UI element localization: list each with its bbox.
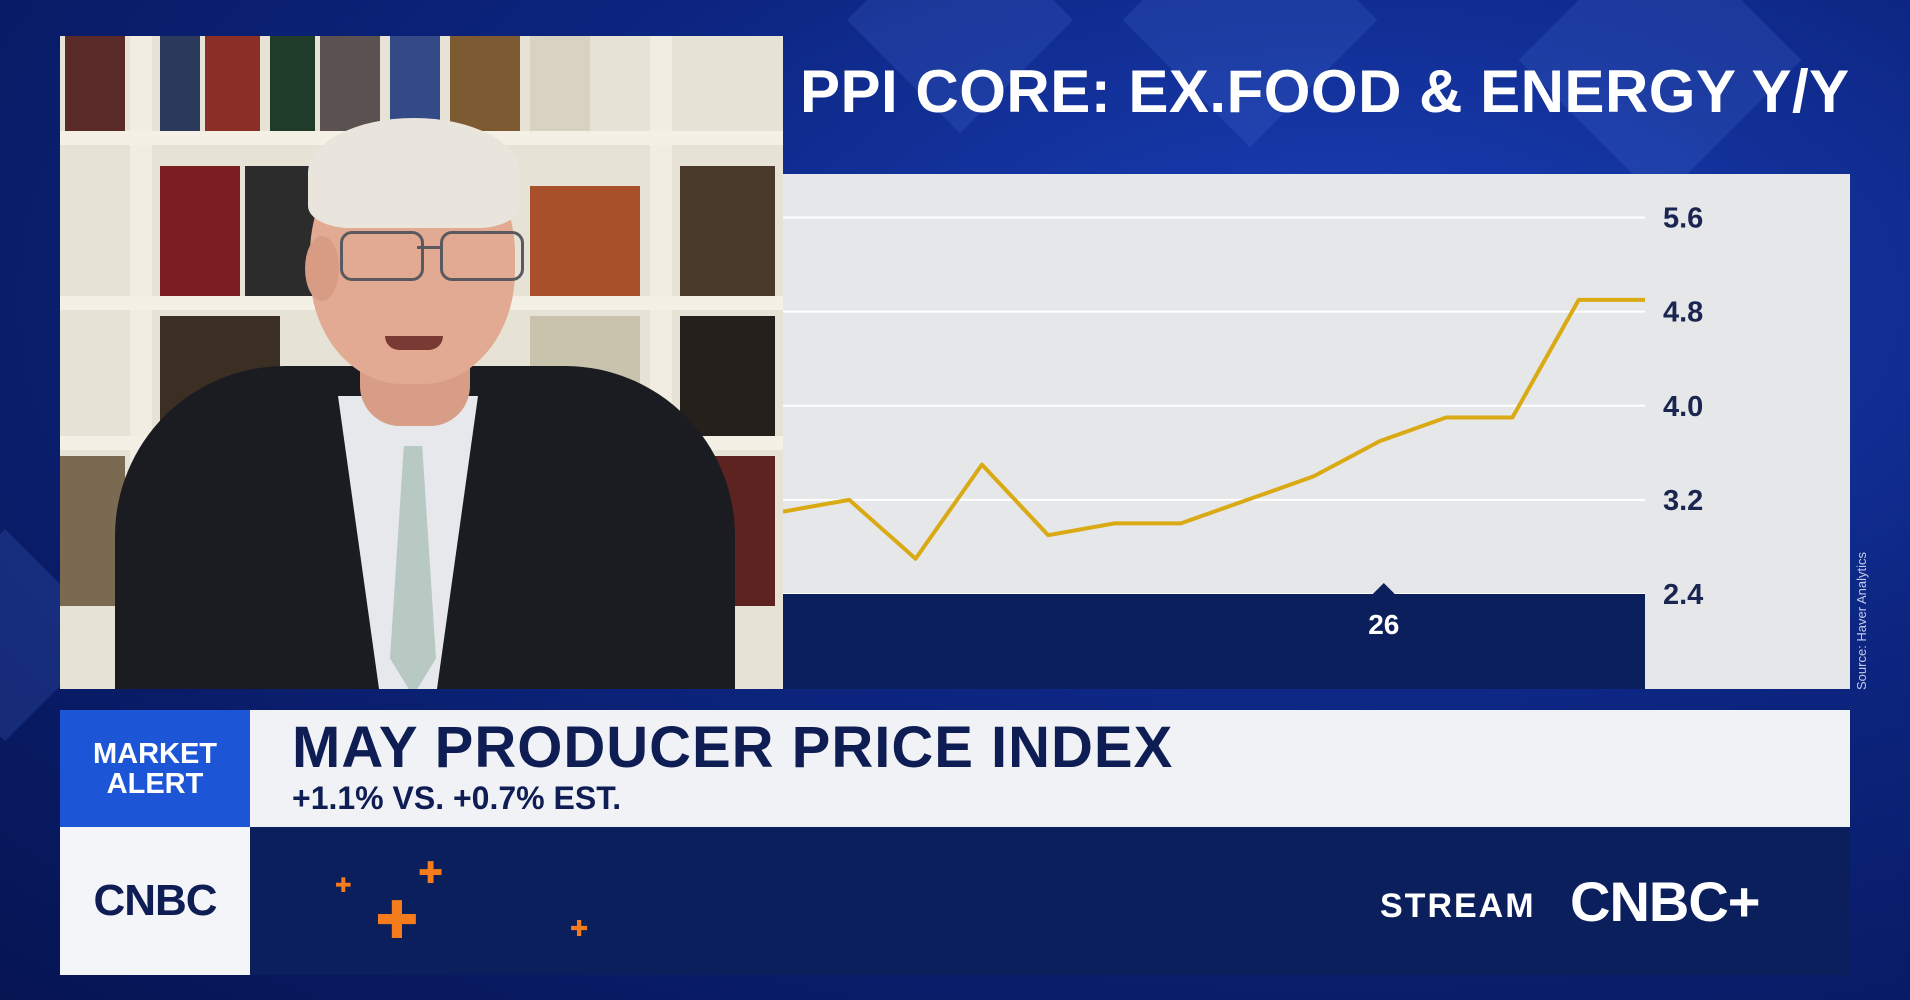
guest-glasses-right xyxy=(440,231,524,281)
ticker-bar: ✚ ✚ ✚ ✚ STREAM CNBC+ xyxy=(250,827,1850,975)
book xyxy=(390,36,440,131)
guest-ear xyxy=(305,236,339,301)
lower-third: MARKET ALERT MAY PRODUCER PRICE INDEX +1… xyxy=(60,710,1850,975)
stream-label: STREAM xyxy=(1380,887,1536,925)
cnbc-logo: CNBC xyxy=(93,876,217,925)
book xyxy=(60,456,125,606)
x-tick-label: 26 xyxy=(1368,609,1399,640)
guest-hair xyxy=(308,118,520,228)
headline: MAY PRODUCER PRICE INDEX xyxy=(292,715,1174,780)
book xyxy=(530,36,590,131)
book xyxy=(320,36,380,131)
book xyxy=(160,166,240,296)
source-note: Source: Haver Analytics xyxy=(1854,551,1869,690)
y-tick-label: 5.6 xyxy=(1663,203,1703,235)
plus-icon: ✚ xyxy=(335,873,352,897)
book xyxy=(680,166,775,296)
alert-line-2: ALERT xyxy=(106,767,204,800)
x-axis-band xyxy=(783,594,1645,689)
book xyxy=(270,36,315,131)
plus-icon: ✚ xyxy=(418,856,444,891)
book xyxy=(530,186,640,296)
book xyxy=(65,36,125,131)
line-chart: 5.6 4.8 4.0 3.2 2.4 26 xyxy=(783,203,1703,689)
book xyxy=(450,36,520,131)
y-tick-label: 3.2 xyxy=(1663,485,1703,517)
alert-line-1: MARKET xyxy=(92,737,218,770)
chart-panel: 5.6 4.8 4.0 3.2 2.4 26 xyxy=(783,174,1850,689)
guest-mouth xyxy=(385,336,443,350)
guest-video-feed xyxy=(60,36,783,689)
x-tick-marker xyxy=(1372,583,1395,594)
guest-glasses-bridge xyxy=(417,246,441,249)
book xyxy=(160,36,200,131)
market-alert-badge: MARKET ALERT xyxy=(60,710,250,827)
headline-box: MAY PRODUCER PRICE INDEX +1.1% VS. +0.7%… xyxy=(250,710,1850,827)
network-logo-box: CNBC xyxy=(60,827,250,975)
chart-title: PPI CORE: EX.FOOD & ENERGY Y/Y xyxy=(800,58,1850,125)
y-tick-label: 2.4 xyxy=(1663,579,1703,611)
plus-icon: ✚ xyxy=(375,891,419,951)
series-line xyxy=(783,297,1645,561)
y-tick-label: 4.0 xyxy=(1663,391,1703,423)
book xyxy=(205,36,260,131)
cnbc-plus-logo: CNBC+ xyxy=(1570,870,1760,933)
book xyxy=(245,166,315,296)
plus-icon: ✚ xyxy=(570,917,589,942)
y-tick-label: 4.8 xyxy=(1663,297,1703,329)
subheadline: +1.1% VS. +0.7% EST. xyxy=(292,780,622,816)
book xyxy=(680,316,775,436)
guest-glasses-left xyxy=(340,231,424,281)
